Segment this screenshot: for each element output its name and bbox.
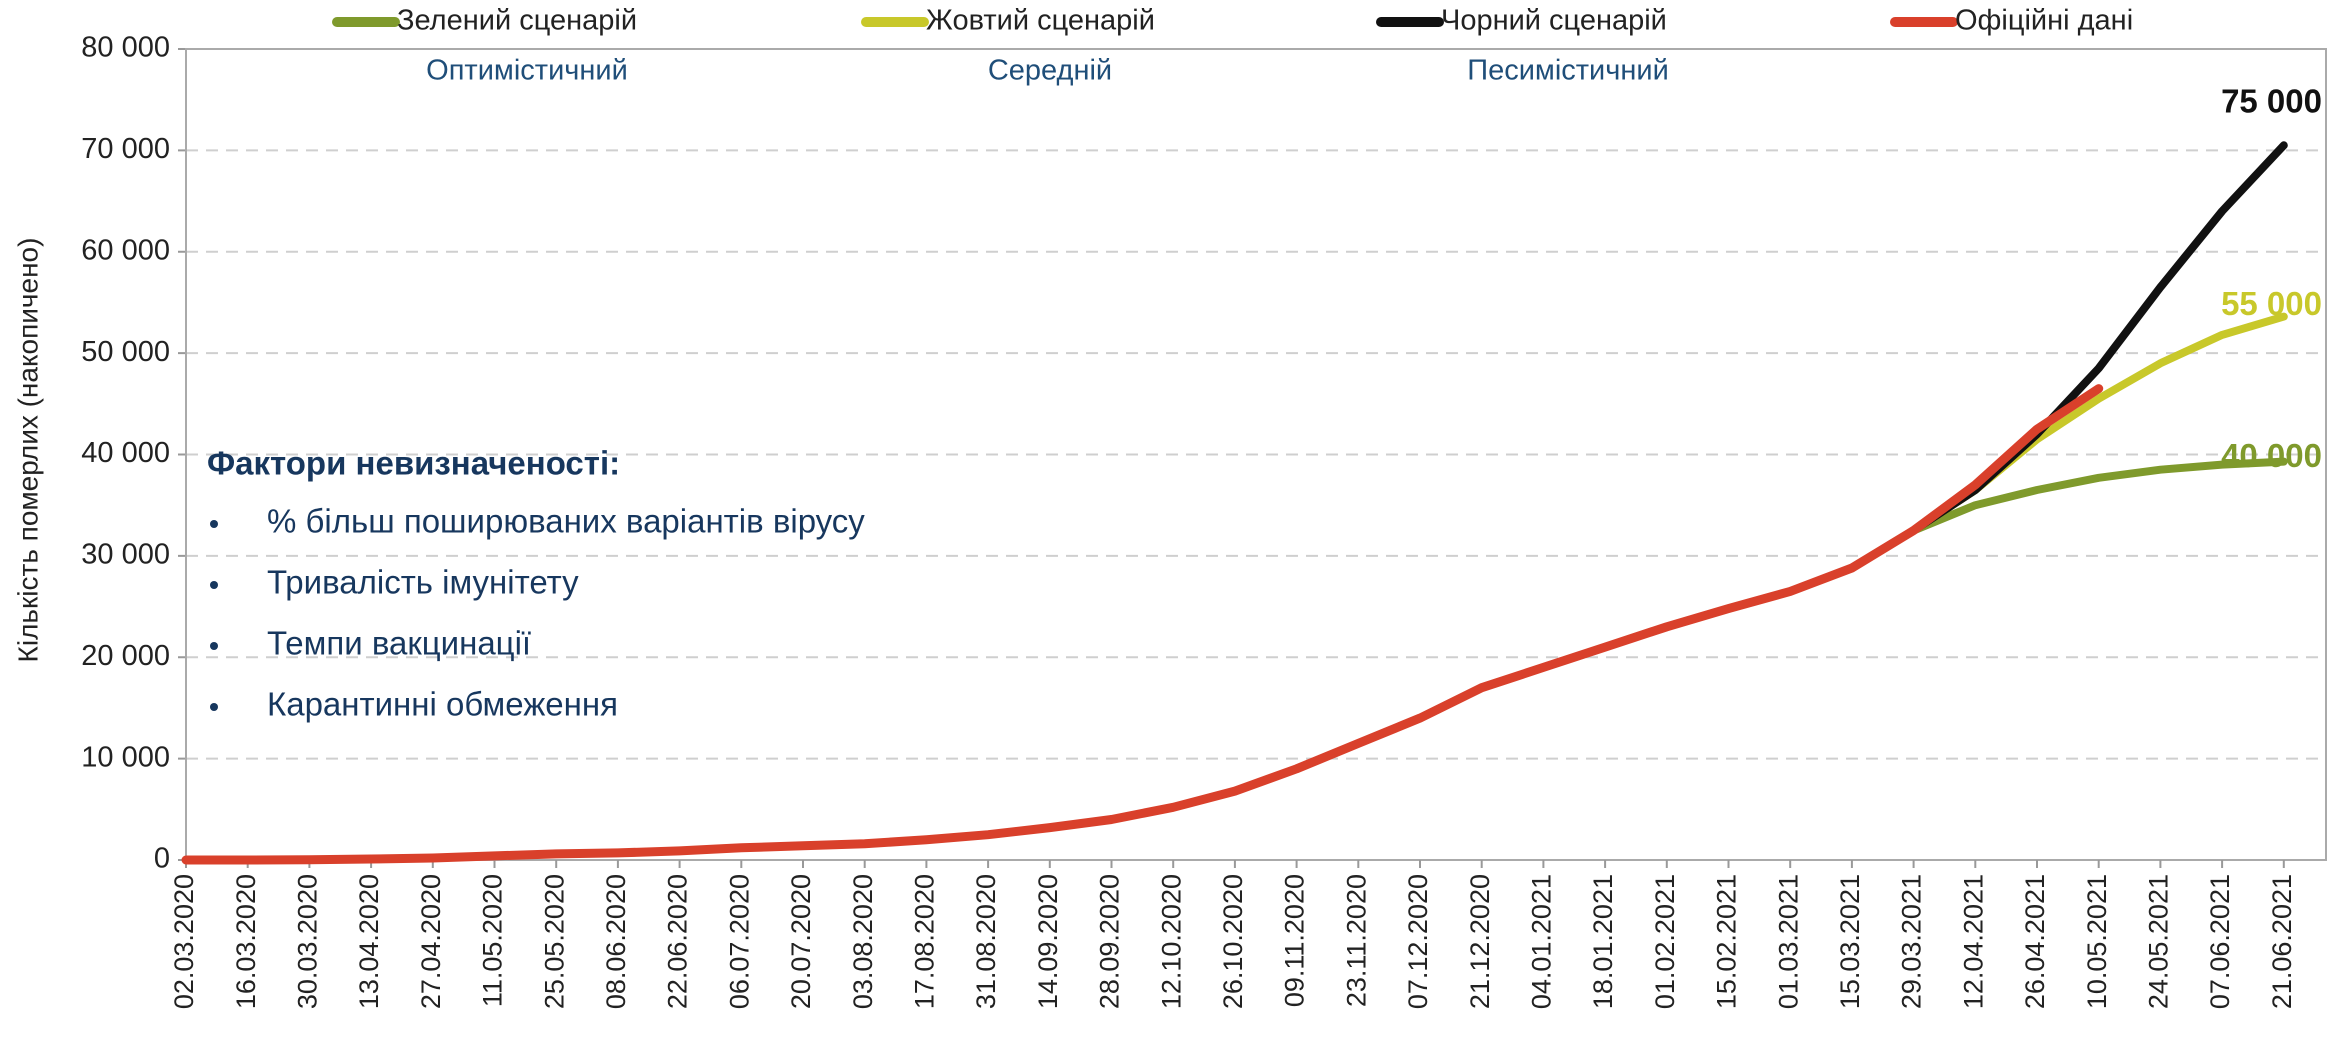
x-tick-label: 27.04.2020 bbox=[416, 874, 446, 1009]
x-tick-label: 26.10.2020 bbox=[1218, 874, 1248, 1009]
x-tick-label: 17.08.2020 bbox=[910, 874, 940, 1009]
y-axis-label: Кількість померлих (накопичено) bbox=[12, 238, 43, 663]
end-label: 55 000 bbox=[2221, 285, 2322, 322]
x-tick-label: 04.01.2021 bbox=[1527, 874, 1557, 1009]
x-tick-label: 07.12.2020 bbox=[1403, 874, 1433, 1009]
y-tick-label: 70 000 bbox=[81, 133, 170, 165]
y-tick-label: 60 000 bbox=[81, 234, 170, 266]
y-tick-label: 0 bbox=[154, 843, 170, 875]
x-tick-label: 20.07.2020 bbox=[786, 874, 816, 1009]
factor-item: Темпи вакцинації bbox=[267, 625, 531, 662]
factors-title: Фактори невизначеності: bbox=[207, 445, 620, 482]
x-tick-label: 23.11.2020 bbox=[1341, 874, 1371, 1007]
bullet bbox=[210, 581, 218, 589]
x-tick-label: 07.06.2021 bbox=[2205, 874, 2235, 1009]
x-tick-label: 01.02.2021 bbox=[1650, 874, 1680, 1009]
x-tick-label: 09.11.2020 bbox=[1280, 874, 1310, 1007]
factor-item: Карантинні обмеження bbox=[267, 686, 618, 723]
x-tick-label: 25.05.2020 bbox=[539, 874, 569, 1009]
y-tick-label: 40 000 bbox=[81, 437, 170, 469]
legend-label: Жовтий сценарій bbox=[926, 5, 1155, 37]
x-tick-label: 21.12.2020 bbox=[1465, 874, 1495, 1009]
x-tick-label: 15.03.2021 bbox=[1835, 874, 1865, 1009]
scenario-description: Середній bbox=[988, 55, 1112, 87]
y-tick-label: 10 000 bbox=[81, 741, 170, 773]
series-line bbox=[1909, 457, 2288, 535]
x-tick-label: 06.07.2020 bbox=[724, 874, 754, 1009]
scenario-description: Песимістичний bbox=[1467, 55, 1669, 87]
x-tick-label: 22.06.2020 bbox=[663, 874, 693, 1009]
bullet bbox=[210, 642, 218, 650]
plot-border bbox=[185, 48, 2327, 861]
x-tick-label: 01.03.2021 bbox=[1773, 874, 1803, 1009]
x-tick-label: 14.09.2020 bbox=[1033, 874, 1063, 1009]
x-tick-label: 03.08.2020 bbox=[848, 874, 878, 1009]
x-tick-label: 16.03.2020 bbox=[231, 874, 261, 1009]
x-tick-label: 02.03.2020 bbox=[169, 874, 199, 1009]
end-label: 75 000 bbox=[2221, 82, 2322, 119]
series-line bbox=[181, 384, 2104, 865]
x-tick-label: 28.09.2020 bbox=[1095, 874, 1125, 1009]
legend-label: Зелений сценарій bbox=[397, 5, 637, 37]
x-tick-label: 24.05.2021 bbox=[2144, 874, 2174, 1009]
y-tick-label: 80 000 bbox=[81, 32, 170, 64]
x-tick-label: 15.02.2021 bbox=[1712, 874, 1742, 1009]
x-tick-label: 11.05.2020 bbox=[478, 874, 508, 1007]
x-tick-label: 08.06.2020 bbox=[601, 874, 631, 1009]
y-tick-label: 20 000 bbox=[81, 640, 170, 672]
factor-item: Тривалість імунітету bbox=[267, 564, 579, 601]
x-tick-label: 30.03.2020 bbox=[293, 874, 323, 1009]
legend-label: Офіційні дані bbox=[1955, 5, 2133, 37]
bullet bbox=[210, 703, 218, 711]
x-tick-label: 29.03.2021 bbox=[1897, 874, 1927, 1009]
scenario-description: Оптимістичний bbox=[426, 55, 628, 87]
x-tick-label: 13.04.2020 bbox=[354, 874, 384, 1009]
y-tick-label: 30 000 bbox=[81, 539, 170, 571]
legend-label: Чорний сценарій bbox=[1441, 5, 1667, 37]
x-tick-label: 12.04.2021 bbox=[1958, 874, 1988, 1009]
factor-item: % більш поширюваних варіантів вірусу bbox=[267, 503, 865, 540]
bullet bbox=[210, 520, 218, 528]
x-tick-label: 21.06.2021 bbox=[2267, 874, 2297, 1009]
end-label: 40 000 bbox=[2221, 437, 2322, 474]
y-tick-label: 50 000 bbox=[81, 336, 170, 368]
x-tick-label: 31.08.2020 bbox=[971, 874, 1001, 1009]
x-tick-label: 18.01.2021 bbox=[1588, 874, 1618, 1009]
x-tick-label: 10.05.2021 bbox=[2082, 874, 2112, 1009]
x-tick-label: 26.04.2021 bbox=[2020, 874, 2050, 1009]
x-tick-label: 12.10.2020 bbox=[1156, 874, 1186, 1009]
